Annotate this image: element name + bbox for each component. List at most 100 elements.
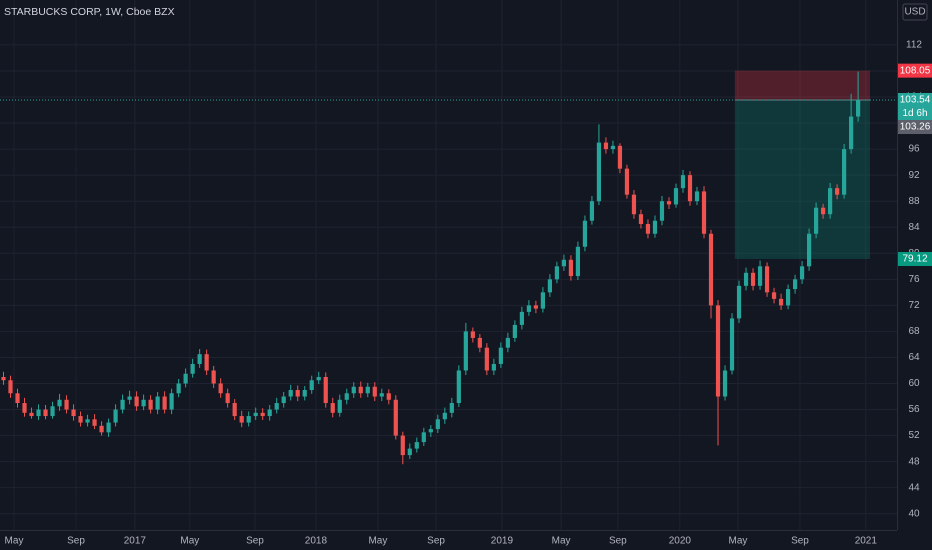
candle-body: [22, 403, 27, 413]
candle-body: [71, 409, 76, 417]
y-tick-label: 60: [908, 378, 920, 389]
candle-body: [659, 201, 665, 221]
candle-body: [120, 399, 125, 410]
candle-body: [64, 399, 69, 410]
candle-body: [225, 393, 230, 404]
candle-body: [176, 383, 181, 394]
stop-label-box: [898, 63, 932, 78]
candle-body: [204, 354, 209, 371]
candle-body: [757, 266, 763, 286]
last-price-label: 103.54: [900, 95, 931, 106]
candle-body: [617, 145, 623, 169]
x-tick-label: May: [5, 536, 24, 547]
candle-body: [134, 396, 139, 407]
candle-body: [197, 354, 202, 364]
y-tick-label: 68: [908, 326, 920, 337]
candle-body: [638, 214, 644, 224]
x-tick-label: Sep: [427, 536, 445, 547]
candle-body: [85, 419, 90, 423]
candle-body: [260, 412, 265, 417]
candle-body: [302, 390, 307, 397]
candle-body: [295, 390, 300, 397]
candle-body: [344, 393, 349, 400]
candle-body: [491, 363, 496, 371]
candles: [1, 71, 861, 465]
candle-body: [407, 448, 412, 456]
candle-body: [652, 220, 658, 234]
candle-body: [631, 194, 637, 215]
countdown-box: [898, 107, 932, 121]
x-tick-label: May: [729, 536, 748, 547]
candle-body: [218, 383, 223, 394]
candle-body: [421, 432, 426, 443]
y-tick-label: 92: [908, 170, 920, 181]
candle-body: [603, 142, 609, 150]
candle-body: [708, 233, 714, 306]
candle-body: [50, 406, 55, 417]
candle-body: [849, 116, 854, 150]
candle-body: [856, 100, 861, 117]
candle-body: [274, 403, 279, 410]
candle-body: [246, 416, 251, 423]
candle-body: [281, 396, 286, 404]
candle-body: [29, 412, 34, 417]
countdown: 1d 6h: [902, 108, 927, 119]
candle-body: [750, 272, 756, 286]
candle-body: [15, 393, 20, 404]
candle-body: [428, 429, 433, 433]
last-price-label-box: [898, 93, 932, 108]
candle-body: [309, 380, 314, 391]
candle-body: [183, 373, 188, 384]
candle-body: [813, 207, 819, 234]
candle-body: [799, 266, 805, 280]
x-tick-label: 2019: [491, 536, 514, 547]
y-tick-label: 76: [908, 274, 920, 285]
x-tick-label: May: [368, 536, 387, 547]
candle-body: [99, 425, 104, 433]
candle-body: [764, 266, 770, 293]
candle-body: [582, 220, 588, 247]
candle-body: [842, 149, 847, 195]
candle-body: [267, 409, 272, 417]
candle-body: [778, 298, 784, 306]
stop-label: 108.05: [900, 65, 931, 76]
y-tick-label: 44: [908, 482, 920, 493]
candle-body: [463, 331, 468, 371]
candle-body: [575, 246, 581, 277]
x-tick-label: May: [552, 536, 571, 547]
candle-body: [596, 142, 602, 202]
candle-body: [715, 305, 721, 397]
candle-body: [533, 305, 538, 309]
candle-body: [141, 399, 146, 407]
candle-body: [393, 399, 398, 436]
candle-body: [239, 416, 244, 423]
candle-body: [568, 259, 574, 277]
candle-body: [806, 233, 812, 267]
candle-body: [253, 412, 258, 417]
candle-body: [78, 416, 83, 423]
candle-body: [8, 380, 13, 394]
candle-body: [743, 272, 749, 286]
x-tick-label: 2021: [855, 536, 878, 547]
candle-body: [190, 363, 195, 374]
candle-body: [547, 279, 552, 293]
y-tick-label: 88: [908, 196, 920, 207]
candle-body: [820, 207, 826, 215]
candle-body: [785, 289, 791, 306]
currency-box[interactable]: [902, 3, 928, 21]
candle-body: [624, 168, 630, 195]
position-tool: [0, 70, 897, 260]
candle-body: [554, 266, 560, 280]
y-tick-label: 96: [908, 144, 920, 155]
x-tick-label: Sep: [791, 536, 809, 547]
candle-body: [771, 292, 777, 299]
target-label: 79.12: [902, 254, 927, 265]
target-label-box: [898, 252, 932, 267]
candle-body: [113, 409, 118, 423]
currency: USD: [904, 7, 925, 18]
candle-body: [316, 376, 321, 381]
candle-body: [519, 311, 524, 325]
grid: [0, 0, 897, 530]
y-tick-label: 48: [908, 456, 920, 467]
